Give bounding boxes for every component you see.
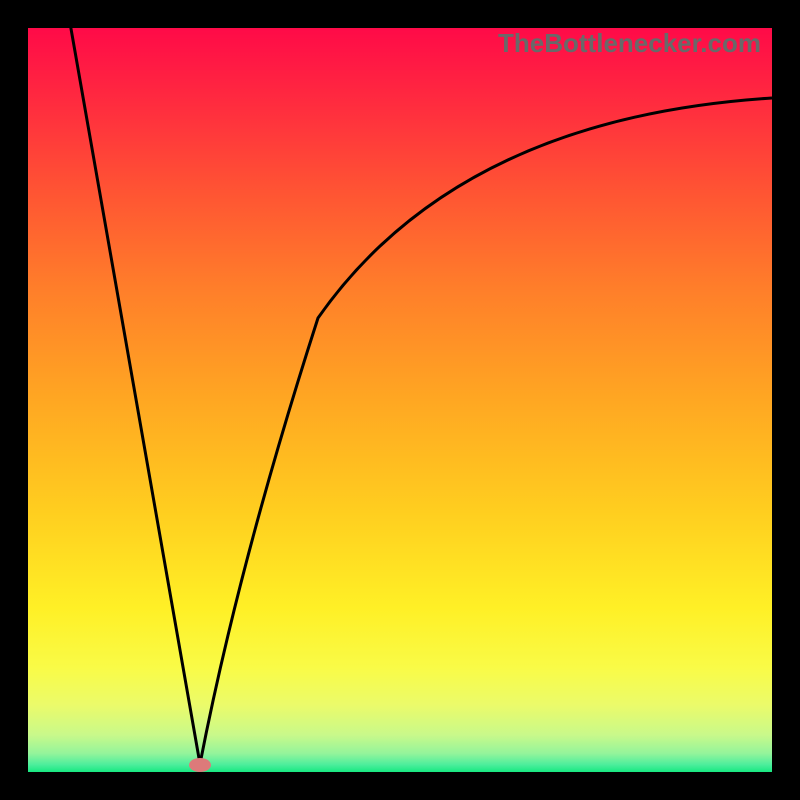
bottleneck-curve (28, 28, 772, 772)
optimum-marker (189, 758, 211, 772)
plot-area: TheBottlenecker.com (28, 28, 772, 772)
border-top (0, 0, 800, 28)
curve-path (70, 28, 772, 764)
border-right (772, 0, 800, 800)
border-left (0, 0, 28, 800)
chart-container: TheBottlenecker.com (0, 0, 800, 800)
border-bottom (0, 772, 800, 800)
